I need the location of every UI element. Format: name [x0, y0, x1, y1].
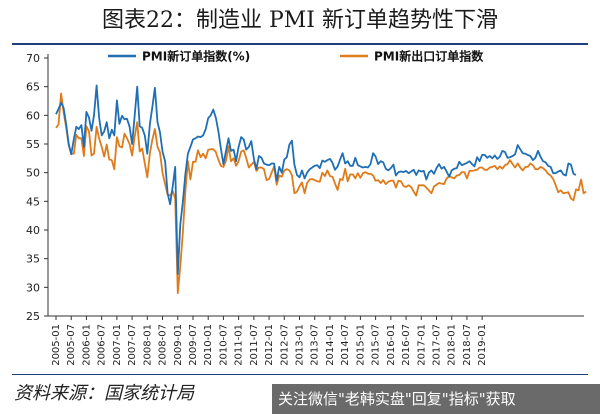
legend: PMI新订单指数(%) PMI新出口订单指数	[108, 49, 484, 64]
chart-title: 图表22：制造业 PMI 新订单趋势性下滑	[101, 8, 498, 33]
x-tick-label: 2015-07	[371, 324, 382, 366]
x-tick-label: 2006-01	[81, 324, 92, 366]
x-tick-label: 2012-07	[279, 324, 290, 366]
series-layer	[55, 84, 587, 295]
x-tick-label: 2010-07	[218, 324, 229, 366]
x-tick-label: 2017-07	[431, 324, 442, 366]
x-tick-label: 2013-07	[310, 324, 321, 366]
x-tick-label: 2005-01	[51, 324, 62, 366]
legend-label-1: PMI新订单指数(%)	[142, 49, 250, 64]
y-tick-label: 40	[26, 224, 40, 237]
x-tick-label: 2018-01	[447, 324, 458, 366]
y-tick-label: 25	[26, 310, 40, 323]
x-tick-label: 2007-07	[127, 324, 138, 366]
x-tick-label: 2005-07	[66, 324, 77, 366]
x-tick-label: 2010-01	[203, 324, 214, 366]
x-tick-label: 2011-01	[234, 324, 245, 366]
y-tick-label: 45	[26, 195, 40, 208]
x-tick-label: 2013-01	[295, 324, 306, 366]
series-line-2	[55, 92, 587, 295]
x-tick-label: 2011-07	[249, 324, 260, 366]
x-tick-label: 2008-07	[158, 324, 169, 366]
watermark-banner: 关注微信"老韩实盘"回复"指标"获取	[272, 384, 600, 414]
bottom-divider	[12, 374, 588, 375]
x-tick-label: 2009-07	[188, 324, 199, 366]
x-tick-label: 2016-07	[401, 324, 412, 366]
x-tick-label: 2009-01	[173, 324, 184, 366]
x-tick-label: 2014-07	[340, 324, 351, 366]
y-tick-label: 35	[26, 253, 40, 266]
y-tick-label: 55	[26, 138, 40, 151]
x-tick-label: 2014-01	[325, 324, 336, 366]
x-tick-label: 2015-01	[355, 324, 366, 366]
y-tick-label: 30	[26, 281, 40, 294]
top-divider	[12, 43, 588, 45]
y-tick-label: 65	[26, 81, 40, 94]
y-tick-label: 50	[26, 167, 40, 180]
x-tick-label: 2019-01	[477, 324, 488, 366]
source-note: 资料来源：国家统计局	[14, 383, 194, 404]
series-line-1	[55, 84, 577, 276]
x-tick-label: 2012-01	[264, 324, 275, 366]
x-tick-label: 2017-01	[416, 324, 427, 366]
x-tick-label: 2008-01	[142, 324, 153, 366]
x-tick-label: 2007-01	[112, 324, 123, 366]
axes: 25 30 35 40 45 50 55 60 65 70 2005-01 2005-07 2006-0…	[26, 52, 584, 366]
x-tick-label: 2018-07	[462, 324, 473, 366]
y-tick-label: 70	[26, 52, 40, 65]
x-tick-label: 2016-01	[386, 324, 397, 366]
x-tick-label: 2006-07	[97, 324, 108, 366]
y-tick-label: 60	[26, 109, 40, 122]
legend-label-2: PMI新出口订单指数	[374, 49, 484, 64]
